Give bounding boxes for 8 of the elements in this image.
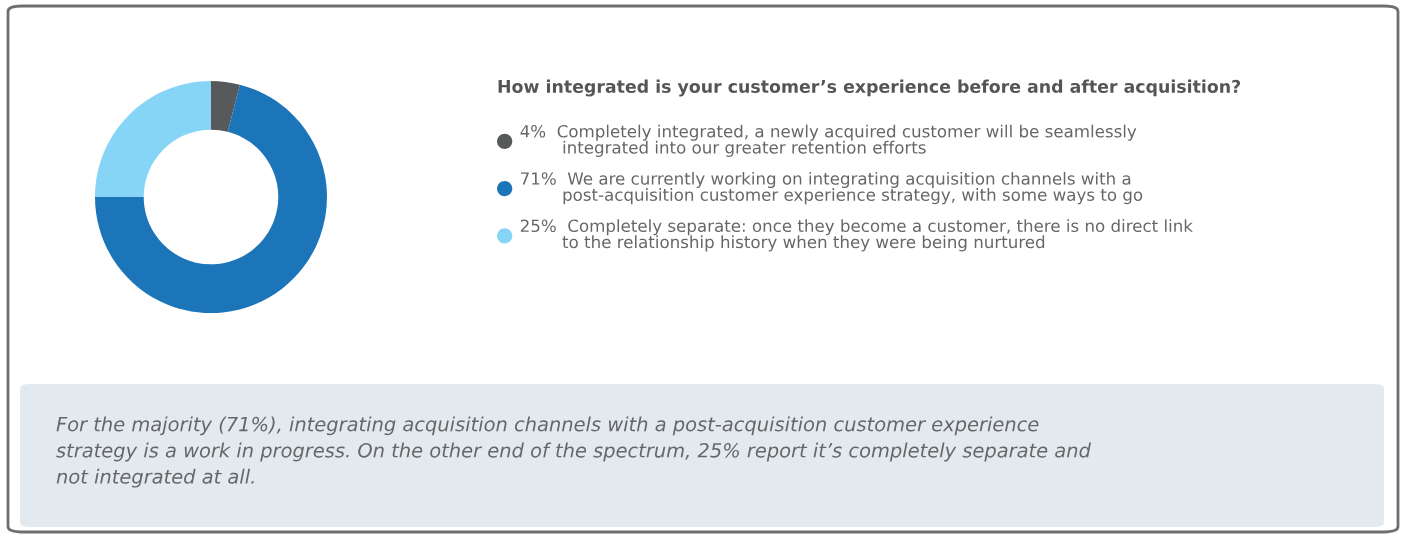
legend-label: 4% Completely integrated, a newly acquired customer will be seamlessly integrated into our greater retention efforts xyxy=(520,124,1137,157)
donut-slice xyxy=(95,81,211,197)
legend-label: 71% We are currently working on integrating acquisition channels with a post-acquisition customer experience strategy, with some ways to go xyxy=(521,171,1143,205)
text: For the majority (71%), integrating acquisition channels with a post-acquisition customer experience strategy is a work in progress. On the other end of the spectrum, 25% report it’s completely separate and not integrated at all. xyxy=(56,416,1091,488)
chart-title: How integrated is your customer’s experience before and after acquisition? xyxy=(498,79,1241,97)
donut-slice xyxy=(211,81,240,132)
donut-slice xyxy=(95,84,327,313)
legend-label: 25% Completely separate: once they become a customer, there is no direct link to the relationship history when they were being nurtured xyxy=(520,219,1193,252)
